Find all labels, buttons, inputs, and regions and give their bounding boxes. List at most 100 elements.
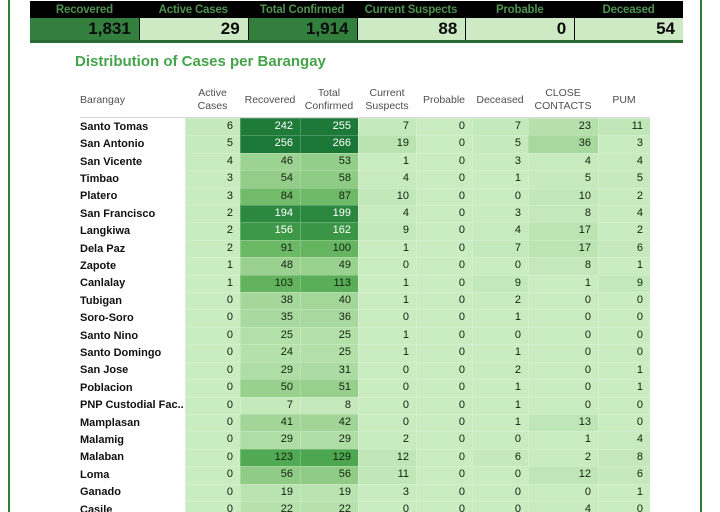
heatmap-value-cell[interactable]: 0	[598, 413, 650, 432]
heatmap-value-cell[interactable]: 0	[472, 466, 528, 484]
heatmap-value-cell[interactable]: 1	[358, 326, 416, 345]
heatmap-value-cell[interactable]: 0	[528, 483, 598, 501]
heatmap-value-cell[interactable]: 6	[472, 448, 528, 467]
heatmap-value-cell[interactable]: 0	[185, 379, 240, 397]
heatmap-value-cell[interactable]: 0	[528, 292, 598, 310]
heatmap-value-cell[interactable]: 4	[528, 500, 598, 512]
barangay-name-cell[interactable]: San Vicente	[80, 152, 185, 171]
heatmap-value-cell[interactable]: 123	[240, 448, 300, 467]
heatmap-value-cell[interactable]: 25	[300, 344, 358, 362]
heatmap-value-cell[interactable]: 7	[358, 118, 416, 136]
heatmap-value-cell[interactable]: 4	[185, 152, 240, 171]
heatmap-value-cell[interactable]: 51	[300, 379, 358, 397]
heatmap-value-cell[interactable]: 29	[240, 431, 300, 449]
heatmap-value-cell[interactable]: 2	[185, 222, 240, 240]
barangay-name-cell[interactable]: San Francisco	[80, 205, 185, 223]
heatmap-value-cell[interactable]: 48	[240, 257, 300, 275]
heatmap-value-cell[interactable]: 8	[528, 257, 598, 275]
heatmap-value-cell[interactable]: 0	[358, 413, 416, 432]
heatmap-value-cell[interactable]: 2	[472, 361, 528, 380]
column-header[interactable]: Current Suspects	[365, 87, 409, 112]
heatmap-value-cell[interactable]: 0	[416, 431, 472, 449]
heatmap-value-cell[interactable]: 0	[416, 344, 472, 362]
heatmap-value-cell[interactable]: 0	[416, 257, 472, 275]
column-header[interactable]: Recovered	[244, 93, 296, 106]
heatmap-value-cell[interactable]: 36	[300, 309, 358, 327]
heatmap-value-cell[interactable]: 2	[185, 205, 240, 223]
heatmap-value-cell[interactable]: 9	[358, 222, 416, 240]
heatmap-value-cell[interactable]: 54	[240, 170, 300, 188]
heatmap-value-cell[interactable]: 0	[416, 483, 472, 501]
heatmap-value-cell[interactable]: 0	[185, 344, 240, 362]
barangay-name-cell[interactable]: San Antonio	[80, 135, 185, 153]
heatmap-value-cell[interactable]: 19	[240, 483, 300, 501]
kpi-value[interactable]: 1,831	[30, 18, 139, 40]
heatmap-value-cell[interactable]: 1	[358, 239, 416, 258]
heatmap-value-cell[interactable]: 5	[598, 170, 650, 188]
heatmap-value-cell[interactable]: 4	[598, 205, 650, 223]
heatmap-value-cell[interactable]: 31	[300, 361, 358, 380]
heatmap-value-cell[interactable]: 0	[416, 135, 472, 153]
heatmap-value-cell[interactable]: 2	[185, 239, 240, 258]
heatmap-value-cell[interactable]: 0	[358, 309, 416, 327]
heatmap-value-cell[interactable]: 4	[528, 152, 598, 171]
heatmap-value-cell[interactable]: 0	[472, 326, 528, 345]
heatmap-value-cell[interactable]: 0	[416, 326, 472, 345]
heatmap-value-cell[interactable]: 4	[598, 152, 650, 171]
heatmap-value-cell[interactable]: 0	[416, 170, 472, 188]
heatmap-value-cell[interactable]: 162	[300, 222, 358, 240]
heatmap-value-cell[interactable]: 56	[300, 466, 358, 484]
heatmap-value-cell[interactable]: 0	[416, 448, 472, 467]
heatmap-value-cell[interactable]: 0	[598, 309, 650, 327]
barangay-name-cell[interactable]: Santo Nino	[80, 326, 185, 345]
heatmap-value-cell[interactable]: 8	[300, 396, 358, 414]
heatmap-value-cell[interactable]: 1	[185, 257, 240, 275]
heatmap-value-cell[interactable]: 10	[528, 187, 598, 206]
heatmap-value-cell[interactable]: 25	[300, 326, 358, 345]
heatmap-value-cell[interactable]: 0	[185, 396, 240, 414]
column-header[interactable]: Active Cases	[197, 87, 228, 112]
heatmap-value-cell[interactable]: 29	[240, 361, 300, 380]
heatmap-value-cell[interactable]: 103	[240, 274, 300, 293]
heatmap-value-cell[interactable]: 0	[598, 292, 650, 310]
heatmap-value-cell[interactable]: 1	[528, 431, 598, 449]
heatmap-value-cell[interactable]: 0	[416, 413, 472, 432]
heatmap-value-cell[interactable]: 256	[240, 135, 300, 153]
heatmap-value-cell[interactable]: 0	[528, 344, 598, 362]
heatmap-value-cell[interactable]: 5	[185, 135, 240, 153]
barangay-name-cell[interactable]: Casile	[80, 500, 185, 512]
heatmap-value-cell[interactable]: 29	[300, 431, 358, 449]
heatmap-value-cell[interactable]: 58	[300, 170, 358, 188]
heatmap-value-cell[interactable]: 1	[472, 413, 528, 432]
heatmap-value-cell[interactable]: 0	[528, 326, 598, 345]
heatmap-value-cell[interactable]: 41	[240, 413, 300, 432]
heatmap-value-cell[interactable]: 1	[598, 361, 650, 380]
heatmap-value-cell[interactable]: 4	[598, 431, 650, 449]
barangay-name-cell[interactable]: Tubigan	[80, 292, 185, 310]
heatmap-value-cell[interactable]: 4	[472, 222, 528, 240]
heatmap-value-cell[interactable]: 46	[240, 152, 300, 171]
barangay-name-cell[interactable]: PNP Custodial Fac..	[80, 396, 185, 414]
heatmap-value-cell[interactable]: 7	[472, 239, 528, 258]
heatmap-value-cell[interactable]: 0	[416, 187, 472, 206]
heatmap-value-cell[interactable]: 0	[598, 326, 650, 345]
barangay-name-cell[interactable]: Ganado	[80, 483, 185, 501]
heatmap-value-cell[interactable]: 13	[528, 413, 598, 432]
heatmap-value-cell[interactable]: 56	[240, 466, 300, 484]
barangay-name-cell[interactable]: Santo Domingo	[80, 344, 185, 362]
heatmap-value-cell[interactable]: 22	[240, 500, 300, 512]
heatmap-value-cell[interactable]: 1	[358, 274, 416, 293]
kpi-value[interactable]: 88	[356, 18, 466, 40]
heatmap-value-cell[interactable]: 5	[528, 170, 598, 188]
heatmap-value-cell[interactable]: 113	[300, 274, 358, 293]
heatmap-value-cell[interactable]: 129	[300, 448, 358, 467]
kpi-value[interactable]: 29	[138, 18, 248, 40]
heatmap-value-cell[interactable]: 0	[185, 448, 240, 467]
heatmap-value-cell[interactable]: 6	[185, 118, 240, 136]
heatmap-value-cell[interactable]: 0	[185, 292, 240, 310]
heatmap-value-cell[interactable]: 49	[300, 257, 358, 275]
barangay-name-cell[interactable]: Platero	[80, 187, 185, 206]
heatmap-value-cell[interactable]: 0	[528, 309, 598, 327]
barangay-name-cell[interactable]: Malaban	[80, 448, 185, 467]
heatmap-value-cell[interactable]: 1	[472, 396, 528, 414]
